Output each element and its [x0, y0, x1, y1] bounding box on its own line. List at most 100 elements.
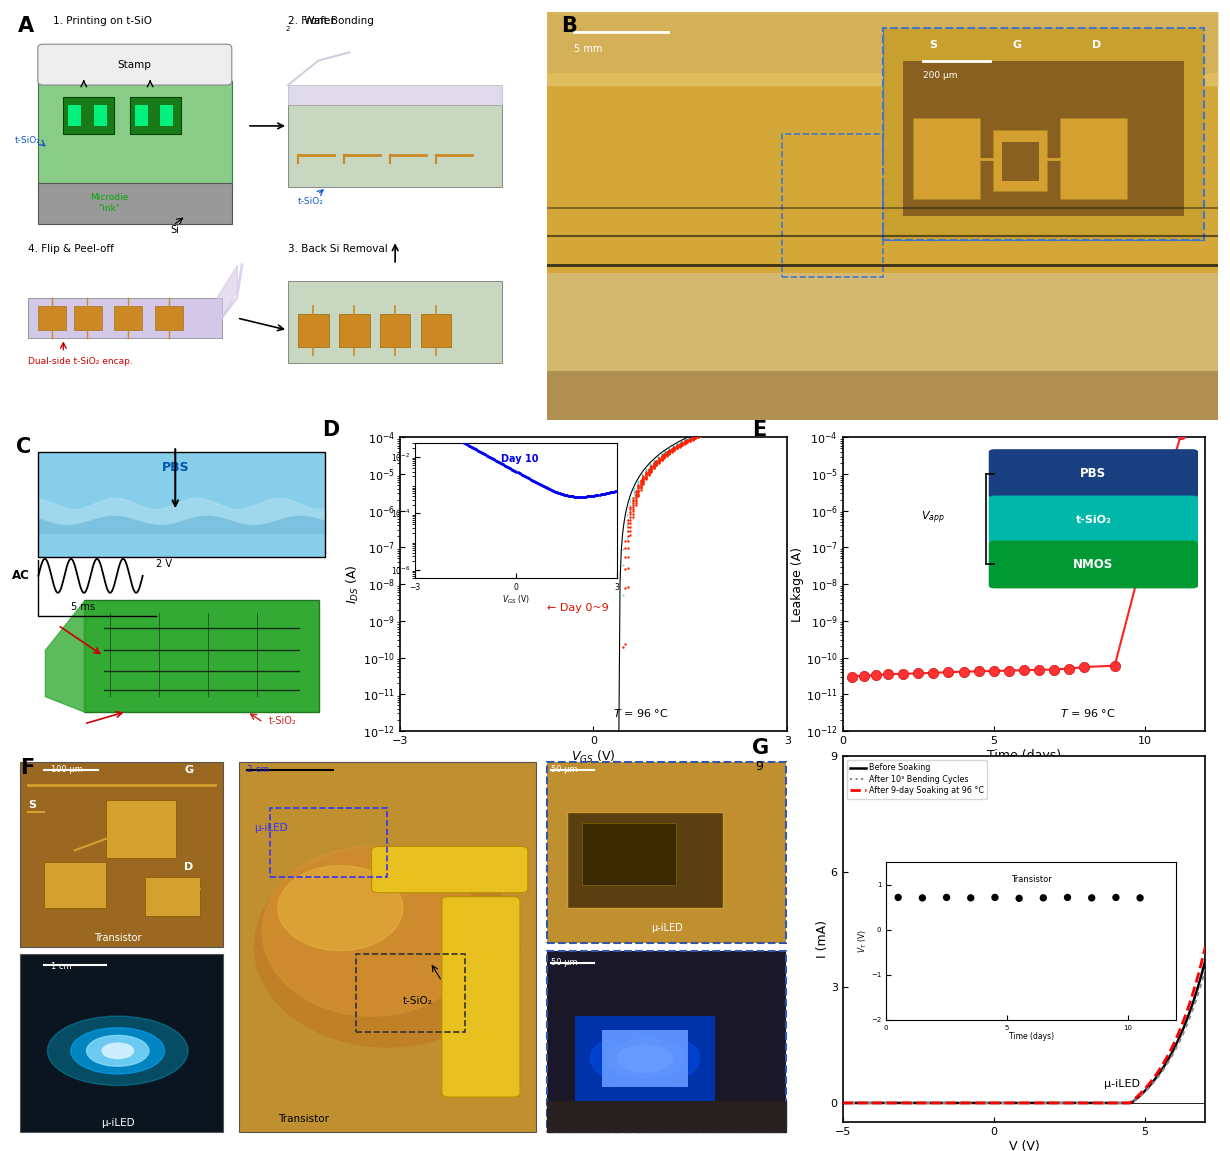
Point — [540, 879, 560, 898]
Point — [469, 1044, 488, 1062]
Point — [742, 409, 761, 427]
Point — [690, 425, 710, 443]
Point — [582, 799, 601, 817]
Point — [690, 424, 710, 442]
Point — [444, 1072, 464, 1090]
Point — [636, 466, 656, 485]
Point — [629, 471, 648, 489]
Point — [488, 996, 508, 1014]
Point — [720, 416, 739, 434]
Point — [616, 516, 636, 534]
Point — [652, 448, 672, 466]
Point — [609, 738, 629, 756]
Point — [667, 436, 686, 455]
Point — [478, 1032, 498, 1051]
FancyBboxPatch shape — [547, 273, 1218, 420]
Point — [502, 974, 522, 992]
Point — [504, 950, 524, 968]
Point — [434, 1087, 454, 1105]
Point — [502, 986, 522, 1005]
Point — [460, 1078, 480, 1097]
Point — [729, 412, 749, 430]
Text: 50 μm: 50 μm — [551, 959, 578, 967]
Point — [406, 1108, 426, 1127]
Point — [397, 1115, 417, 1134]
Point — [535, 902, 555, 921]
Point — [574, 822, 594, 840]
Point — [481, 1022, 501, 1041]
Point — [478, 1038, 498, 1057]
Point — [429, 1103, 449, 1121]
Point — [488, 1000, 508, 1019]
Point — [458, 1062, 477, 1081]
Point — [485, 1011, 504, 1029]
Point — [743, 410, 763, 428]
Point — [446, 1072, 466, 1090]
Point — [1059, 660, 1079, 678]
Point — [686, 426, 706, 444]
Point — [470, 1029, 490, 1047]
Point — [673, 434, 692, 452]
Point — [673, 435, 692, 453]
Point — [631, 475, 651, 494]
Point — [587, 793, 606, 811]
FancyBboxPatch shape — [69, 106, 81, 125]
FancyBboxPatch shape — [114, 306, 143, 330]
Point — [540, 887, 560, 906]
Point — [678, 432, 697, 450]
Point — [675, 430, 695, 449]
Point — [568, 834, 588, 853]
Point — [624, 494, 643, 512]
Point — [540, 895, 560, 914]
Point — [999, 662, 1018, 680]
Point — [478, 1009, 498, 1028]
Point — [446, 1089, 466, 1107]
Point — [584, 794, 604, 813]
Point — [498, 963, 518, 982]
Point — [584, 799, 604, 817]
Point — [442, 1100, 461, 1119]
Point — [486, 993, 506, 1012]
Point — [438, 1107, 458, 1126]
Point — [449, 1072, 469, 1090]
Point — [415, 1149, 434, 1151]
Point — [629, 480, 648, 498]
Point — [659, 441, 679, 459]
Point — [525, 930, 545, 948]
Point — [643, 455, 663, 473]
Point — [776, 402, 796, 420]
Point — [908, 664, 927, 683]
Point — [486, 1001, 506, 1020]
Point — [530, 918, 550, 937]
Point — [643, 455, 663, 473]
Point — [584, 793, 604, 811]
Point — [498, 960, 518, 978]
Point — [695, 421, 715, 440]
Point — [522, 932, 541, 951]
Point — [758, 406, 777, 425]
Point — [748, 407, 768, 426]
Point — [426, 1133, 445, 1151]
Point — [716, 416, 736, 434]
Text: D: D — [322, 420, 339, 440]
Circle shape — [102, 1043, 133, 1059]
Point — [766, 404, 786, 422]
Point — [530, 909, 550, 928]
Point — [631, 475, 651, 494]
Point — [675, 432, 695, 450]
Point — [462, 1045, 482, 1064]
Point — [445, 1092, 465, 1111]
Point — [545, 884, 565, 902]
Point — [610, 741, 630, 760]
Point — [472, 1024, 492, 1043]
Point — [753, 405, 772, 424]
Point — [592, 780, 611, 799]
Point — [643, 457, 663, 475]
Point — [574, 811, 594, 830]
Point — [545, 870, 565, 889]
Point — [742, 407, 761, 426]
Point — [748, 409, 768, 427]
Point — [470, 1020, 490, 1038]
Text: Stamp: Stamp — [118, 60, 151, 69]
Point — [589, 785, 609, 803]
